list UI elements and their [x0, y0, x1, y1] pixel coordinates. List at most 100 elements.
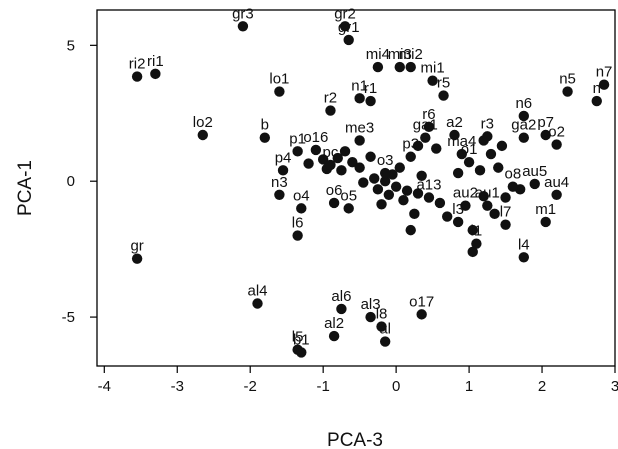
point-label: au4	[544, 174, 569, 191]
data-point	[540, 129, 551, 141]
data-point	[398, 195, 409, 206]
data-point	[474, 165, 486, 176]
data-point	[434, 197, 446, 209]
point-label: r5	[437, 75, 450, 92]
point-label: r6	[422, 106, 435, 123]
point-label: al3	[361, 296, 381, 313]
data-point	[489, 208, 500, 220]
data-point	[296, 347, 307, 358]
data-point	[197, 129, 208, 141]
point-label: ri1	[147, 53, 164, 70]
data-point	[423, 121, 435, 133]
point-label: l6	[292, 215, 304, 232]
data-point	[405, 224, 416, 236]
point-label: al6	[331, 288, 351, 305]
point-label: gr3	[232, 5, 254, 22]
data-point	[529, 178, 540, 190]
data-point	[478, 190, 489, 202]
data-point	[343, 203, 354, 214]
x-tick-label: 2	[538, 378, 546, 395]
data-point	[467, 224, 478, 236]
point-label: mi2	[399, 46, 423, 63]
data-point	[562, 86, 573, 97]
point-label: ga1	[413, 117, 438, 134]
point-label: o4	[293, 187, 310, 204]
data-point	[343, 34, 354, 46]
x-tick-label: -4	[98, 378, 111, 395]
data-point	[493, 162, 504, 173]
data-point	[296, 203, 307, 214]
data-point	[328, 197, 340, 209]
data-point	[518, 132, 530, 143]
data-point	[496, 140, 508, 152]
data-point	[412, 140, 424, 152]
data-point	[332, 152, 343, 164]
data-point	[358, 177, 369, 188]
data-point	[131, 253, 143, 264]
point-label: o1	[461, 141, 478, 158]
data-point	[401, 185, 413, 196]
data-point	[325, 105, 336, 116]
x-tick-label: 1	[465, 378, 473, 395]
point-label: au5	[522, 163, 547, 180]
point-label: l7	[500, 204, 512, 221]
data-point	[452, 167, 464, 179]
data-point	[379, 176, 391, 187]
data-point	[277, 165, 289, 176]
point-label: o6	[326, 182, 343, 199]
x-axis: -4 -3 -2 -1 0 1 2 3	[98, 366, 618, 395]
data-point	[303, 158, 314, 169]
data-point	[471, 238, 482, 249]
point-label: n7	[596, 64, 613, 81]
data-point	[365, 311, 376, 323]
x-tick-label: -1	[316, 378, 329, 395]
data-point	[347, 156, 358, 168]
point-label: lo2	[193, 114, 213, 131]
data-point	[379, 167, 391, 179]
data-point	[376, 321, 387, 332]
data-point	[441, 211, 453, 222]
x-tick-label: -2	[244, 378, 257, 395]
data-point	[383, 189, 395, 200]
point-label: al4	[247, 282, 267, 299]
data-point	[482, 131, 493, 142]
data-point	[376, 199, 387, 210]
point-label: l4	[518, 236, 530, 253]
data-point	[369, 173, 380, 184]
point-label: n5	[559, 71, 576, 88]
data-point	[372, 61, 384, 73]
data-point	[292, 230, 303, 241]
data-point	[467, 246, 478, 258]
data-point	[427, 75, 438, 86]
point-label: gr	[130, 238, 143, 255]
data-point	[310, 144, 322, 156]
data-point	[274, 86, 285, 97]
point-label: l1	[471, 223, 483, 240]
point-label: a13	[416, 177, 441, 194]
data-point	[412, 188, 424, 199]
plot-area	[96, 9, 616, 367]
data-point	[507, 181, 519, 192]
point-label: o2	[548, 124, 565, 141]
data-point	[354, 135, 365, 146]
point-label: l8	[376, 306, 388, 323]
point-label: n3	[271, 174, 288, 191]
point-label: n	[593, 80, 601, 97]
point-label: ri2	[129, 56, 146, 73]
data-point	[237, 21, 249, 32]
point-label: o16	[303, 129, 328, 146]
point-label: gr1	[338, 19, 360, 36]
data-point	[416, 170, 427, 181]
point-label: au2	[453, 185, 478, 202]
data-point	[416, 309, 427, 320]
data-point	[420, 132, 431, 143]
data-point	[131, 71, 143, 82]
point-label: me3	[345, 119, 374, 136]
point-label: a2	[446, 114, 463, 131]
point-label: r2	[324, 90, 337, 107]
data-point	[456, 148, 467, 160]
point-label: o17	[409, 293, 434, 310]
data-point	[438, 90, 449, 101]
data-point	[372, 184, 384, 195]
point-label: n1	[351, 77, 368, 94]
